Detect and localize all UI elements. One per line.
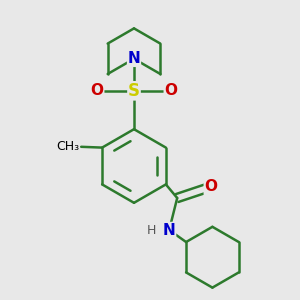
Text: O: O [204, 179, 217, 194]
Text: S: S [128, 82, 140, 100]
Text: O: O [164, 83, 177, 98]
Text: N: N [163, 223, 175, 238]
Text: H: H [147, 224, 156, 236]
Text: N: N [128, 51, 140, 66]
Text: O: O [91, 83, 104, 98]
Text: CH₃: CH₃ [56, 140, 80, 153]
